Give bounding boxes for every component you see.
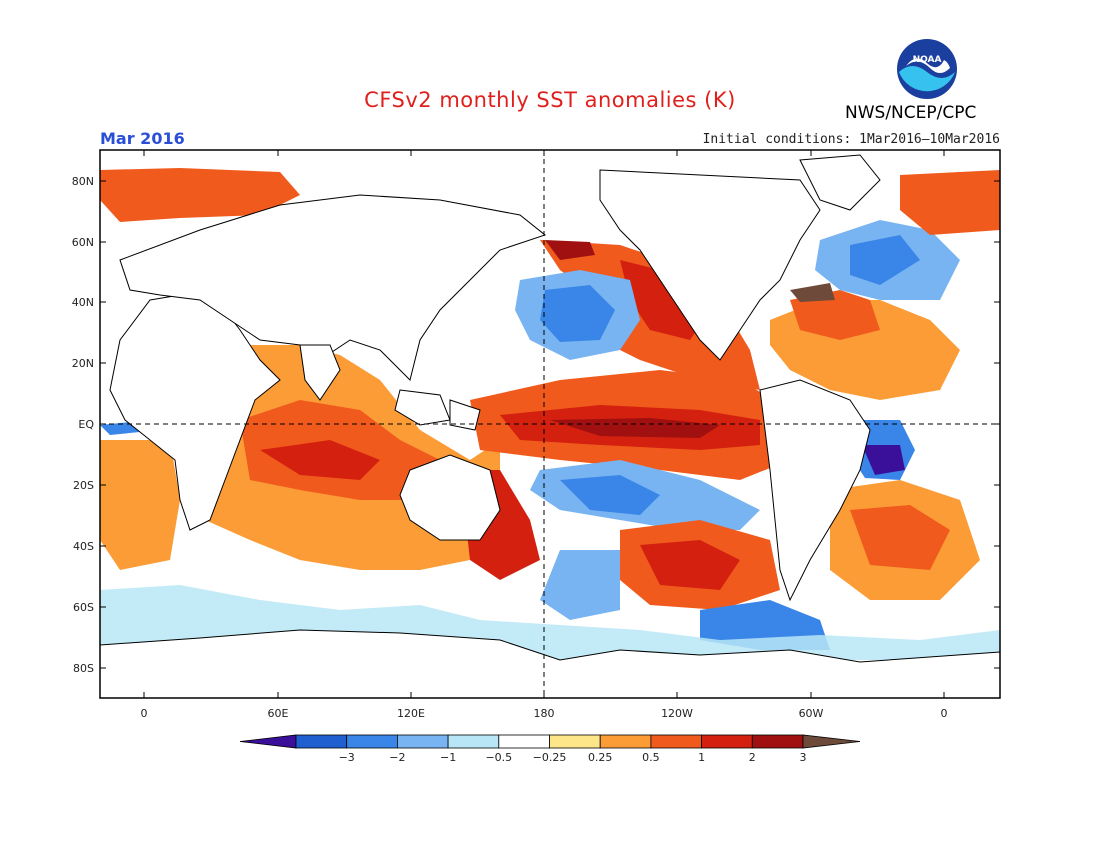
lat-label: 80S: [73, 662, 94, 675]
lat-axis: 80N 60N 40N 20N EQ 20S 40S 60S 80S: [72, 175, 1000, 675]
colorbar-swatch: [701, 734, 753, 749]
agency-label: NWS/NCEP/CPC: [845, 103, 977, 123]
lon-label: 0: [141, 707, 148, 720]
colorbar-swatch: [447, 734, 500, 749]
lon-label: 60W: [799, 707, 824, 720]
lat-label: 60N: [72, 236, 94, 249]
colorbar-swatch: [498, 734, 550, 749]
lat-label: 40N: [72, 296, 94, 309]
colorbar-label: 0.25: [588, 751, 613, 764]
colorbar-label: 3: [800, 751, 807, 764]
lon-label: 120E: [397, 707, 425, 720]
lat-label: 80N: [72, 175, 94, 188]
colorbar-low-arrow: [239, 734, 297, 749]
colorbar-swatch: [599, 734, 652, 749]
colorbar-label: 1: [698, 751, 705, 764]
initial-conditions-label: Initial conditions: 1Mar2016–10Mar2016: [702, 132, 1000, 147]
month-label: Mar 2016: [100, 129, 185, 148]
lon-label: 0: [941, 707, 948, 720]
colorbar-label: 0.5: [642, 751, 660, 764]
lon-label: 120W: [661, 707, 693, 720]
lon-label: 180: [534, 707, 555, 720]
colorbar-swatch: [396, 734, 449, 749]
colorbar-label: −0.5: [485, 751, 512, 764]
colorbar: −3 −2 −1 −0.5 −0.25 0.25 0.5 1 2 3: [239, 734, 861, 764]
colorbar-label: −0.25: [533, 751, 567, 764]
colorbar-high-arrow: [802, 734, 861, 749]
colorbar-swatch: [549, 734, 601, 749]
lat-label: 20S: [73, 479, 94, 492]
lat-label: 20N: [72, 357, 94, 370]
lon-axis: 0 60E 120E 180 120W 60W 0: [141, 150, 948, 720]
logo-text: NOAA: [913, 55, 942, 65]
anomaly-field: [100, 150, 1000, 698]
noaa-logo: NOAA: [897, 39, 957, 99]
colorbar-label: −3: [339, 751, 355, 764]
colorbar-label: −2: [389, 751, 405, 764]
lat-label: 60S: [73, 601, 94, 614]
colorbar-swatch: [346, 734, 398, 749]
colorbar-label: 2: [749, 751, 756, 764]
colorbar-label: −1: [440, 751, 456, 764]
colorbar-swatch: [751, 734, 804, 749]
lat-label: EQ: [78, 418, 94, 431]
lat-label: 40S: [73, 540, 94, 553]
lon-label: 60E: [268, 707, 289, 720]
chart-title: CFSv2 monthly SST anomalies (K): [364, 88, 736, 112]
colorbar-swatch: [650, 734, 703, 749]
colorbar-swatch: [295, 734, 348, 749]
